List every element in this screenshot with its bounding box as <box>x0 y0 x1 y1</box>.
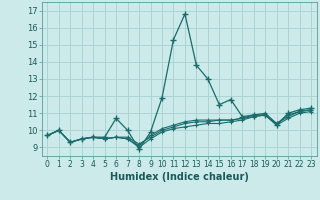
X-axis label: Humidex (Indice chaleur): Humidex (Indice chaleur) <box>110 172 249 182</box>
